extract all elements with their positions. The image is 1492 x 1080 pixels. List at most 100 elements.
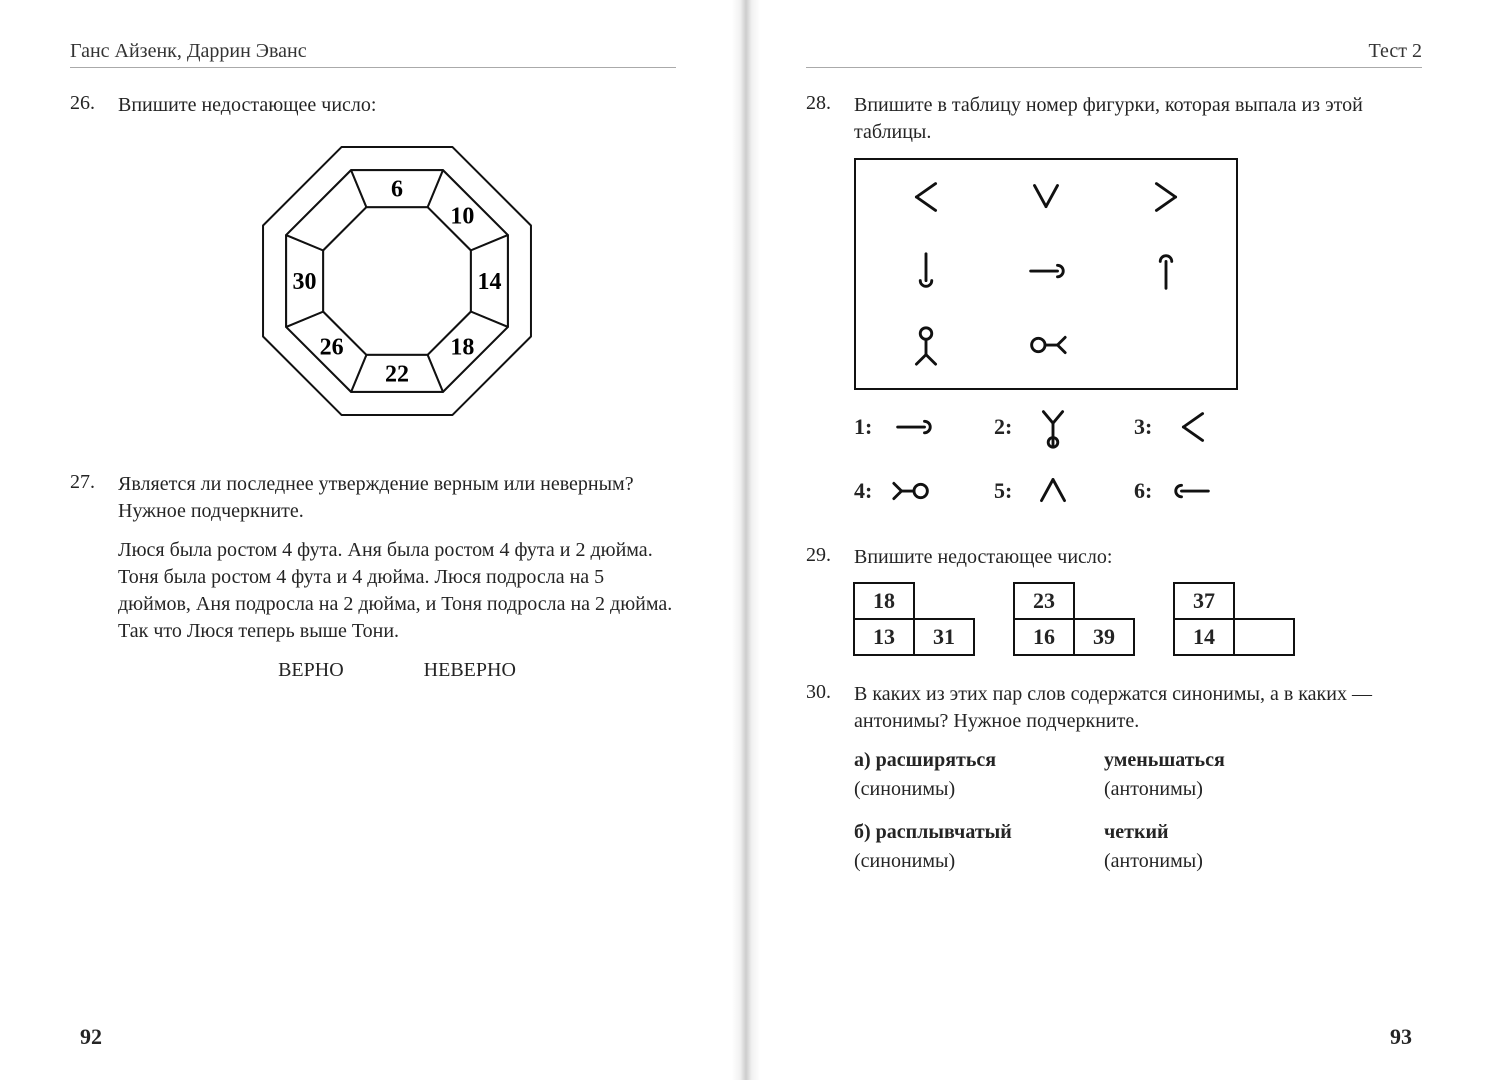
task-28: 28. Впишите в таблицу номер фигурки, кот… [806, 92, 1422, 514]
stick-person-icon [903, 322, 949, 368]
word-b: четкий [1104, 819, 1304, 846]
symbol-cell [903, 322, 949, 374]
task-29: 29. Впишите недостающее число: 181331231… [806, 544, 1422, 655]
symbol-cell [1023, 322, 1069, 374]
table-cell: 39 [1073, 618, 1135, 656]
caret-up-icon [1030, 468, 1076, 514]
mini-table: 3714 [1174, 583, 1294, 655]
option-true[interactable]: ВЕРНО [278, 657, 344, 684]
spine-shadow [732, 0, 746, 1080]
task-text: Люся была ростом 4 фута. Аня была ростом… [118, 537, 676, 645]
symbol-cell [1143, 322, 1189, 374]
blank-icon [1143, 322, 1189, 368]
svg-text:6: 6 [391, 177, 403, 203]
task-prompt: В каких из этих пар слов содержатся сино… [854, 681, 1422, 735]
word-a: а) расширяться [854, 747, 1054, 774]
table-cell: 14 [1173, 618, 1235, 656]
option-label: 1: [854, 412, 882, 442]
task-number: 30. [806, 681, 854, 875]
table-cell: 31 [913, 618, 975, 656]
wrench-down-icon [903, 248, 949, 294]
vee-icon [1023, 174, 1069, 220]
option-label: 5: [994, 476, 1022, 506]
mini-tables-row: 181331 231639 3714 [854, 583, 1422, 655]
table-cell: 16 [1013, 618, 1075, 656]
table-cell: 18 [853, 582, 915, 620]
symbol-option[interactable]: 1: [854, 404, 994, 450]
task-prompt: Впишите в таблицу номер фигурки, которая… [854, 92, 1422, 146]
word-a: б) расплывчатый [854, 819, 1054, 846]
task-prompt: Впишите недостающее число: [118, 92, 676, 119]
mini-table: 181331 [854, 583, 974, 655]
option-false[interactable]: НЕВЕРНО [424, 657, 516, 684]
table-cell[interactable] [1233, 582, 1295, 620]
symbol-option[interactable]: 2: [994, 404, 1134, 450]
task-30: 30. В каких из этих пар слов содержатся … [806, 681, 1422, 875]
task-27: 27. Является ли последнее утверждение ве… [70, 471, 676, 684]
symbol-options: 1: 2: 3: 4: 5: 6: [854, 404, 1274, 514]
angle-left-icon [903, 174, 949, 220]
octagon-diagram: 6 10 14 18 22 26 30 [118, 131, 676, 431]
task-number: 27. [70, 471, 118, 684]
wrench-hori-icon [890, 404, 936, 450]
task-number: 29. [806, 544, 854, 655]
symbol-grid [854, 158, 1238, 390]
task-number: 28. [806, 92, 854, 514]
page-left: Ганс Айзенк, Даррин Эванс 26. Впишите не… [0, 0, 746, 1080]
word-b: уменьшаться [1104, 747, 1304, 774]
svg-text:26: 26 [320, 334, 344, 360]
option-label: 2: [994, 412, 1022, 442]
pair-label: а) расширяться [854, 749, 996, 771]
option-label: 6: [1134, 476, 1162, 506]
running-head-test: Тест 2 [1369, 40, 1422, 63]
choice-synonyms[interactable]: (синонимы) [854, 776, 1054, 803]
angle-right-icon [1143, 174, 1189, 220]
angle-left-icon [1170, 404, 1216, 450]
spine-shadow [746, 0, 760, 1080]
circle-fork-right-icon [1023, 322, 1069, 368]
page-right: Тест 2 28. Впишите в таблицу номер фигур… [746, 0, 1492, 1080]
choice-antonyms[interactable]: (антонимы) [1104, 848, 1304, 875]
choice-synonyms[interactable]: (синонимы) [854, 848, 1054, 875]
svg-text:10: 10 [450, 204, 474, 230]
option-label: 4: [854, 476, 882, 506]
symbol-cell [1143, 174, 1189, 226]
table-cell: 13 [853, 618, 915, 656]
option-label: 3: [1134, 412, 1162, 442]
svg-text:18: 18 [450, 334, 474, 360]
svg-text:14: 14 [478, 269, 502, 295]
running-head-author: Ганс Айзенк, Даррин Эванс [70, 40, 307, 63]
table-cell[interactable] [913, 582, 975, 620]
table-cell: 37 [1173, 582, 1235, 620]
running-head-left: Ганс Айзенк, Даррин Эванс [70, 40, 676, 68]
task-number: 26. [70, 92, 118, 445]
symbol-option[interactable]: 5: [994, 468, 1134, 514]
table-cell: 23 [1013, 582, 1075, 620]
symbol-cell [1023, 174, 1069, 226]
fork-up-icon [1030, 404, 1076, 450]
symbol-cell [1143, 248, 1189, 300]
symbol-option[interactable]: 3: [1134, 404, 1274, 450]
choice-antonyms[interactable]: (антонимы) [1104, 776, 1304, 803]
mini-table: 231639 [1014, 583, 1134, 655]
svg-text:22: 22 [385, 362, 409, 388]
task-26: 26. Впишите недостающее число: 6 10 14 18 22… [70, 92, 676, 445]
task-prompt: Впишите недостающее число: [854, 544, 1422, 571]
task-prompt: Является ли последнее утверждение верным… [118, 471, 676, 525]
table-cell[interactable] [1073, 582, 1135, 620]
symbol-cell [1023, 248, 1069, 300]
wrench-hori-icon [1023, 248, 1069, 294]
symbol-cell [903, 174, 949, 226]
svg-text:30: 30 [293, 269, 317, 295]
page-number-left: 92 [80, 1024, 102, 1050]
symbol-cell [903, 248, 949, 300]
word-pairs: а) расширяться уменьшаться (синонимы) (анто… [854, 747, 1422, 875]
wrench-hori-rev-icon [1170, 468, 1216, 514]
book-spread: Ганс Айзенк, Даррин Эванс 26. Впишите не… [0, 0, 1492, 1080]
circle-fork-left-icon [890, 468, 936, 514]
symbol-option[interactable]: 4: [854, 468, 994, 514]
wrench-up-icon [1143, 248, 1189, 294]
table-cell[interactable] [1233, 618, 1295, 656]
running-head-right: Тест 2 [806, 40, 1422, 68]
symbol-option[interactable]: 6: [1134, 468, 1274, 514]
